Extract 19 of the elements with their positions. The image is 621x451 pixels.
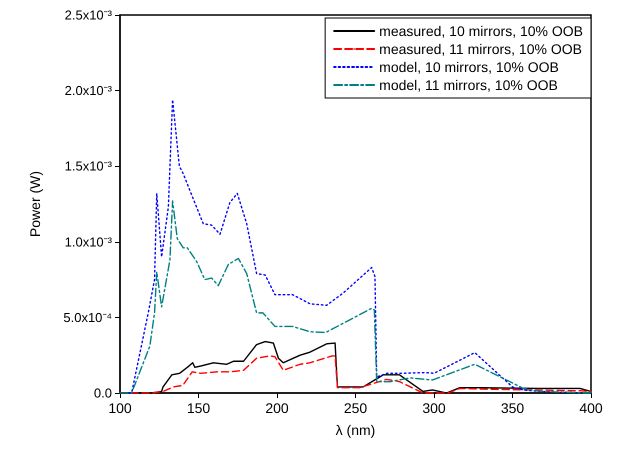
y-tick-label: 2.0x10⁻³ [64, 83, 113, 98]
y-tick-label: 1.5x10⁻³ [64, 158, 113, 174]
y-tick-label: 0.0 [94, 386, 112, 400]
x-tick-label: 150 [186, 400, 210, 416]
x-tick-label: 300 [422, 400, 446, 416]
y-tick-label: 2.5x10⁻³ [64, 8, 113, 22]
y-tick-label: 5.0x10⁻⁴ [63, 310, 112, 325]
legend-label: measured, 11 mirrors, 10% OOB [379, 41, 582, 57]
y-tick-label: 1.0x10⁻³ [64, 234, 113, 250]
x-tick-label: 200 [265, 400, 289, 416]
legend-label: model, 10 mirrors, 10% OOB [379, 59, 559, 75]
x-axis-title: λ (nm) [336, 422, 376, 438]
x-tick-label: 250 [344, 400, 368, 416]
legend-label: measured, 10 mirrors, 10% OOB [379, 23, 584, 39]
x-tick-label: 400 [579, 400, 603, 416]
x-tick-label: 350 [500, 400, 524, 416]
y-axis-title: Power (W) [27, 170, 43, 238]
x-tick-label: 100 [108, 400, 132, 416]
legend-label: model, 11 mirrors, 10% OOB [379, 77, 558, 93]
